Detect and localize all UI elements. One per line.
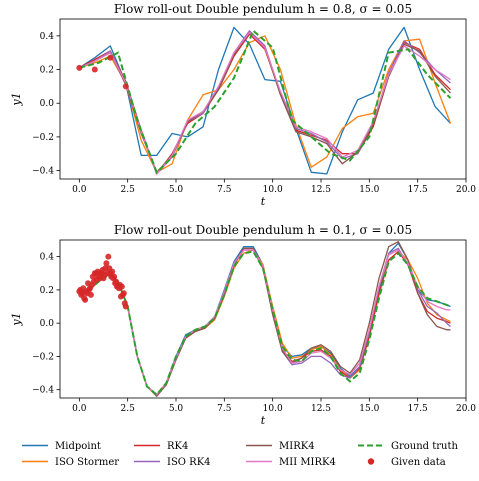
p1-given-data-point	[107, 54, 114, 61]
p2-given-data-point	[122, 303, 129, 310]
p1-series-mii-mirk4	[79, 31, 451, 175]
p2-x-tick-label: 12.5	[311, 404, 331, 414]
p1-x-tick-label: 17.5	[408, 185, 428, 195]
p2-series-mirk4	[79, 241, 451, 397]
p2-x-tick-label: 0.0	[72, 404, 87, 414]
legend-item-iso-rk4: ISO RK4	[134, 457, 211, 468]
p2-y-axis-label: y1	[10, 312, 23, 326]
p2-x-tick-label: 10.0	[263, 404, 283, 414]
p1-series-mirk4	[79, 31, 451, 173]
legend-label-mirk4: MIRK4	[279, 441, 315, 452]
legend-item-ground-truth: Ground truth	[358, 441, 459, 452]
p1-x-tick-label: 0.0	[72, 185, 87, 195]
p2-y-tick-label: −0.2	[32, 352, 54, 362]
legend-label-midpoint: Midpoint	[55, 441, 101, 452]
p2-x-tick-label: 5.0	[169, 404, 184, 414]
p1-given-data-point	[76, 64, 83, 71]
p2-given-data-point	[109, 268, 116, 275]
legend-label-iso-rk4: ISO RK4	[167, 457, 211, 468]
legend-item-rk4: RK4	[134, 441, 188, 452]
p2-plot-area	[76, 241, 451, 397]
p1-given-data-point	[122, 83, 129, 90]
p1-series-iso-stormer	[79, 35, 452, 173]
p2-series-iso-stormer	[79, 249, 451, 396]
p2-chart-title: Flow roll-out Double pendulum h = 0.1, σ…	[114, 223, 412, 237]
legend-label-iso-stormer: ISO Stormer	[55, 457, 119, 468]
p1-x-tick-label: 12.5	[311, 185, 331, 195]
legend-item-iso-stormer: ISO Stormer	[22, 457, 119, 468]
p2-axes-frame	[59, 239, 467, 399]
p1-plot-area	[76, 26, 452, 175]
p2-x-tick-label: 20.0	[456, 404, 476, 414]
legend-label-rk4: RK4	[167, 441, 188, 452]
p2-x-tick-label: 2.5	[121, 404, 136, 414]
p2-x-axis-label: t	[261, 414, 266, 427]
p2-x-tick-label: 7.5	[217, 404, 232, 414]
p2-given-data-point	[120, 290, 127, 297]
p1-x-tick-label: 10.0	[263, 185, 283, 195]
p2-x-tick-label: 17.5	[408, 404, 428, 414]
p2-y-tick-label: 0.0	[40, 319, 55, 329]
p1-given-data-point	[91, 66, 98, 73]
p2-series-ground-truth	[78, 250, 451, 397]
legend-item-mii-mirk4: MII MIRK4	[246, 457, 336, 468]
p1-axes-frame	[59, 18, 467, 180]
p2-panel: Flow roll-out Double pendulum h = 0.1, σ…	[10, 223, 476, 427]
legend-item-mirk4: MIRK4	[246, 441, 315, 452]
p1-series-iso-rk4	[79, 30, 451, 175]
p2-y-tick-label: 0.2	[40, 286, 54, 296]
p1-chart-title: Flow roll-out Double pendulum h = 0.8, σ…	[114, 2, 412, 16]
legend-item-given-data: Given data	[367, 457, 446, 468]
legend-item-midpoint: Midpoint	[22, 441, 101, 452]
p1-series-midpoint	[78, 26, 451, 175]
legend-label-mii-mirk4: MII MIRK4	[279, 457, 336, 468]
legend-marker-given-data	[367, 458, 375, 465]
p2-y-tick-label: −0.4	[32, 386, 54, 396]
legend: Midpoint ISO Stormer RK4 ISO RK4 MIRK4 MII MI…	[22, 441, 459, 468]
p2-given-data-point	[82, 296, 89, 303]
p1-x-axis-label: t	[261, 195, 266, 208]
p1-series-ground-truth	[79, 29, 452, 175]
p1-x-tick-label: 7.5	[217, 185, 232, 195]
p2-given-data-point	[111, 273, 118, 280]
p1-y-tick-label: −0.2	[32, 133, 54, 143]
p2-given-data-point	[103, 260, 110, 267]
p2-y-tick-label: 0.4	[40, 253, 55, 263]
p1-y-tick-label: 0.0	[40, 99, 55, 109]
p1-x-tick-label: 2.5	[121, 185, 136, 195]
p1-panel: Flow roll-out Double pendulum h = 0.8, σ…	[10, 2, 476, 208]
p2-given-data-point	[87, 291, 94, 298]
legend-label-given-data: Given data	[391, 457, 446, 468]
p2-given-data-point	[118, 283, 125, 290]
p1-y-tick-label: 0.4	[40, 32, 55, 42]
p1-y-axis-label: y1	[10, 92, 23, 106]
p2-given-data-point	[105, 253, 112, 260]
p1-y-tick-label: 0.2	[40, 66, 54, 76]
p1-x-tick-label: 15.0	[359, 185, 379, 195]
p2-x-tick-label: 15.0	[359, 404, 379, 414]
p1-x-tick-label: 5.0	[169, 185, 184, 195]
p2-series-midpoint	[79, 242, 451, 396]
p1-x-tick-label: 20.0	[456, 185, 476, 195]
p1-series-rk4	[78, 33, 451, 175]
p1-y-tick-label: −0.4	[32, 167, 54, 177]
legend-label-ground-truth: Ground truth	[391, 441, 459, 452]
